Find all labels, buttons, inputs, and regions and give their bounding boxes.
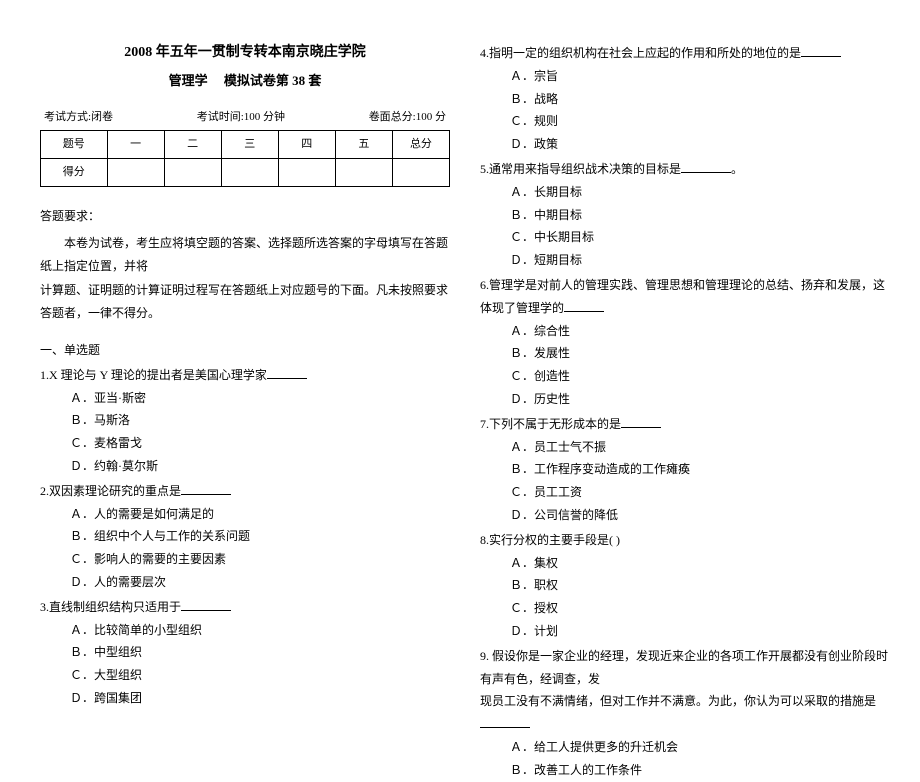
exam-set: 模拟试卷第 38 套	[224, 73, 322, 88]
th: 二	[164, 131, 221, 159]
option-b: Ｂ．马斯洛	[70, 409, 450, 432]
th: 一	[107, 131, 164, 159]
question: 4.指明一定的组织机构在社会上应起的作用和所处的地位的是	[480, 42, 890, 65]
td	[278, 159, 335, 187]
option-d: Ｄ．短期目标	[510, 249, 890, 272]
blank	[564, 299, 604, 312]
blank	[801, 44, 841, 57]
suffix: 。	[731, 162, 743, 176]
option-b: Ｂ．发展性	[510, 342, 890, 365]
option-c: Ｃ．授权	[510, 597, 890, 620]
option-b: Ｂ．组织中个人与工作的关系问题	[70, 525, 450, 548]
td	[392, 159, 449, 187]
question: 6.管理学是对前人的管理实践、管理思想和管理理论的总结、扬弃和发展，这体现了管理…	[480, 274, 890, 320]
option-c: Ｃ．中长期目标	[510, 226, 890, 249]
question-stem: 1.X 理论与 Y 理论的提出者是美国心理学家	[40, 368, 267, 382]
option-d: Ｄ．人的需要层次	[70, 571, 450, 594]
option-c: Ｃ．麦格雷戈	[70, 432, 450, 455]
option-b: Ｂ．中期目标	[510, 204, 890, 227]
th: 题号	[41, 131, 108, 159]
instructions-line: 计算题、证明题的计算证明过程写在答题纸上对应题号的下面。凡未按照要求答题者，一律…	[40, 279, 450, 325]
table-row: 得分	[41, 159, 450, 187]
question: 7.下列不属于无形成本的是	[480, 413, 890, 436]
instructions-heading: 答题要求：	[40, 205, 450, 228]
option-c: Ｃ．规则	[510, 110, 890, 133]
question-stem: 7.下列不属于无形成本的是	[480, 417, 621, 431]
exam-mode: 考试方式:闭卷	[44, 107, 113, 128]
option-b: Ｂ．中型组织	[70, 641, 450, 664]
question-stem: 5.通常用来指导组织战术决策的目标是	[480, 162, 681, 176]
option-b: Ｂ．改善工人的工作条件	[510, 759, 890, 782]
exam-total: 卷面总分:100 分	[369, 107, 446, 128]
blank	[267, 366, 307, 379]
option-c: Ｃ．创造性	[510, 365, 890, 388]
option-d: Ｄ．约翰·莫尔斯	[70, 455, 450, 478]
blank	[181, 598, 231, 611]
td-label: 得分	[41, 159, 108, 187]
blank	[681, 160, 731, 173]
td	[107, 159, 164, 187]
option-c: Ｃ．员工工资	[510, 481, 890, 504]
option-a: Ａ．宗旨	[510, 65, 890, 88]
option-d: Ｄ．政策	[510, 133, 890, 156]
option-a: Ａ．人的需要是如何满足的	[70, 503, 450, 526]
question: 8.实行分权的主要手段是( )	[480, 529, 890, 552]
blank	[181, 482, 231, 495]
option-c: Ｃ．影响人的需要的主要因素	[70, 548, 450, 571]
option-a: Ａ．员工士气不振	[510, 436, 890, 459]
th: 五	[335, 131, 392, 159]
option-b: Ｂ．战略	[510, 88, 890, 111]
left-column: 2008 年五年一贯制专转本南京晓庄学院 管理学 模拟试卷第 38 套 考试方式…	[40, 40, 450, 631]
question: 2.双因素理论研究的重点是	[40, 480, 450, 503]
exam-time: 考试时间:100 分钟	[197, 107, 285, 128]
doc-subtitle: 管理学 模拟试卷第 38 套	[40, 69, 450, 94]
option-b: Ｂ．工作程序变动造成的工作瘫痪	[510, 458, 890, 481]
th: 总分	[392, 131, 449, 159]
question-cont: 现员工没有不满情绪，但对工作并不满意。为此，你认为可以采取的措施是	[480, 690, 890, 736]
right-column: 4.指明一定的组织机构在社会上应起的作用和所处的地位的是 Ａ．宗旨 Ｂ．战略 Ｃ…	[480, 40, 890, 631]
option-a: Ａ．比较简单的小型组织	[70, 619, 450, 642]
doc-title: 2008 年五年一贯制专转本南京晓庄学院	[40, 40, 450, 67]
question: 1.X 理论与 Y 理论的提出者是美国心理学家	[40, 364, 450, 387]
section-heading: 一、单选题	[40, 339, 450, 362]
table-row: 题号 一 二 三 四 五 总分	[41, 131, 450, 159]
question-stem: 6.管理学是对前人的管理实践、管理思想和管理理论的总结、扬弃和发展，这体现了管理…	[480, 278, 885, 315]
td	[221, 159, 278, 187]
blank	[621, 415, 661, 428]
question-stem: 4.指明一定的组织机构在社会上应起的作用和所处的地位的是	[480, 46, 801, 60]
td	[164, 159, 221, 187]
option-d: Ｄ．跨国集团	[70, 687, 450, 710]
option-a: Ａ．集权	[510, 552, 890, 575]
blank	[480, 715, 530, 728]
option-b: Ｂ．职权	[510, 574, 890, 597]
question-stem: 2.双因素理论研究的重点是	[40, 484, 181, 498]
question: 3.直线制组织结构只适用于	[40, 596, 450, 619]
option-c: Ｃ．大型组织	[70, 664, 450, 687]
option-a: Ａ．综合性	[510, 320, 890, 343]
option-a: Ａ．给工人提供更多的升迁机会	[510, 736, 890, 759]
question-stem: 现员工没有不满情绪，但对工作并不满意。为此，你认为可以采取的措施是	[480, 694, 876, 708]
question: 9. 假设你是一家企业的经理，发现近来企业的各项工作开展都没有创业阶段时有声有色…	[480, 645, 890, 691]
question: 5.通常用来指导组织战术决策的目标是 。	[480, 158, 890, 181]
td	[335, 159, 392, 187]
th: 四	[278, 131, 335, 159]
option-d: Ｄ．公司信誉的降低	[510, 504, 890, 527]
course-name: 管理学	[169, 73, 208, 88]
score-table: 题号 一 二 三 四 五 总分 得分	[40, 130, 450, 187]
option-d: Ｄ．历史性	[510, 388, 890, 411]
option-a: Ａ．长期目标	[510, 181, 890, 204]
option-d: Ｄ．计划	[510, 620, 890, 643]
question-stem: 3.直线制组织结构只适用于	[40, 600, 181, 614]
instructions-line: 本卷为试卷，考生应将填空题的答案、选择题所选答案的字母填写在答题纸上指定位置，并…	[40, 232, 450, 278]
exam-info-row: 考试方式:闭卷 考试时间:100 分钟 卷面总分:100 分	[44, 107, 446, 128]
th: 三	[221, 131, 278, 159]
option-a: Ａ．亚当·斯密	[70, 387, 450, 410]
